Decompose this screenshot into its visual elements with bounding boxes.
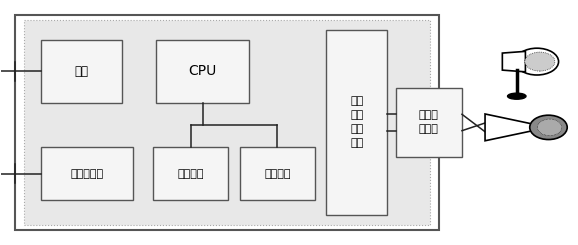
Bar [41, 40, 122, 103]
Polygon shape [502, 51, 525, 72]
Text: 网口: 网口 [75, 65, 88, 78]
Bar [240, 147, 315, 200]
Ellipse shape [525, 52, 555, 71]
Text: 网络编
码模块: 网络编 码模块 [419, 110, 439, 135]
Bar [154, 147, 228, 200]
Text: 动态存储: 动态存储 [177, 169, 204, 179]
Bar [24, 20, 430, 225]
Text: CPU: CPU [188, 64, 217, 78]
Bar [157, 40, 249, 103]
Text: 模拟
视频
信号
压缩: 模拟 视频 信号 压缩 [350, 97, 364, 148]
Bar [396, 88, 462, 157]
Ellipse shape [529, 115, 567, 140]
Ellipse shape [507, 93, 526, 99]
Bar [327, 30, 387, 215]
Text: 闪存储器: 闪存储器 [264, 169, 291, 179]
Bar [41, 147, 134, 200]
Ellipse shape [516, 48, 558, 75]
Text: 调制解调器: 调制解调器 [71, 169, 103, 179]
Polygon shape [485, 114, 531, 141]
Ellipse shape [538, 119, 562, 136]
Bar [15, 15, 439, 230]
